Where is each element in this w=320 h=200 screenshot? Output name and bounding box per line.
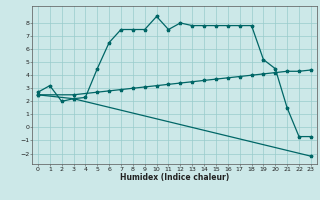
X-axis label: Humidex (Indice chaleur): Humidex (Indice chaleur) <box>120 173 229 182</box>
